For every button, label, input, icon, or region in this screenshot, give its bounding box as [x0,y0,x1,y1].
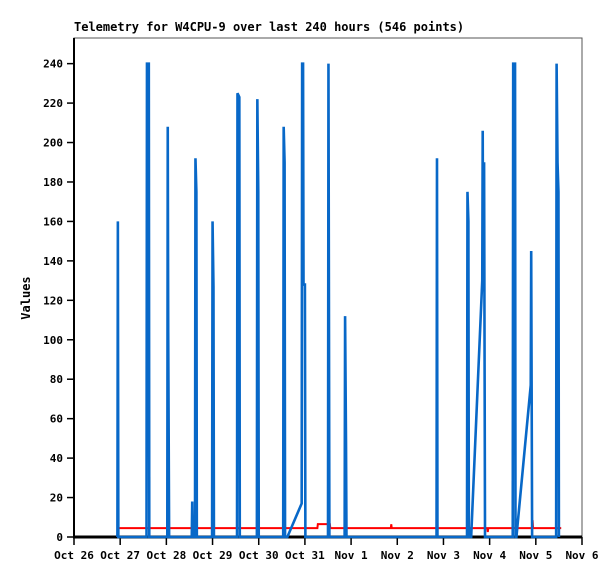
x-tick-label: Nov 3 [427,549,460,562]
x-tick-label: Nov 6 [565,549,598,562]
y-axis: 0 20 40 60 80 100 120 140 160 180 200 220 240 [43,58,74,544]
y-tick-label: 200 [43,137,63,150]
y-tick-label: 80 [50,373,63,386]
series-baseline-values [116,520,562,533]
y-tick-label: 20 [50,492,63,505]
x-tick-label: Oct 30 [239,549,279,562]
y-tick-label: 120 [43,294,63,307]
x-tick-label: Nov 1 [335,549,368,562]
x-tick-label: Oct 27 [100,549,140,562]
x-tick-label: Oct 28 [146,549,186,562]
y-tick-label: 240 [43,58,63,71]
x-tick-label: Nov 5 [519,549,552,562]
chart-title: Telemetry for W4CPU-9 over last 240 hour… [74,20,464,34]
x-tick-label: Nov 4 [473,549,506,562]
x-tick-label: Oct 29 [193,549,233,562]
y-tick-label: 60 [50,413,63,426]
series-telemetry-values [116,62,561,539]
x-axis: Oct 26 Oct 27 Oct 28 Oct 29 Oct 30 Oct 31 Nov … [54,537,599,562]
y-tick-label: 40 [50,452,63,465]
y-tick-label: 160 [43,215,63,228]
y-tick-label: 0 [56,531,63,544]
x-tick-label: Oct 31 [285,549,325,562]
x-tick-label: Oct 26 [54,549,94,562]
data-series-layer [116,62,562,539]
y-tick-label: 100 [43,334,63,347]
x-tick-label: Nov 2 [381,549,414,562]
y-tick-label: 180 [43,176,63,189]
y-tick-label: 140 [43,255,63,268]
y-tick-label: 220 [43,97,63,110]
y-axis-label: Values [19,276,33,319]
